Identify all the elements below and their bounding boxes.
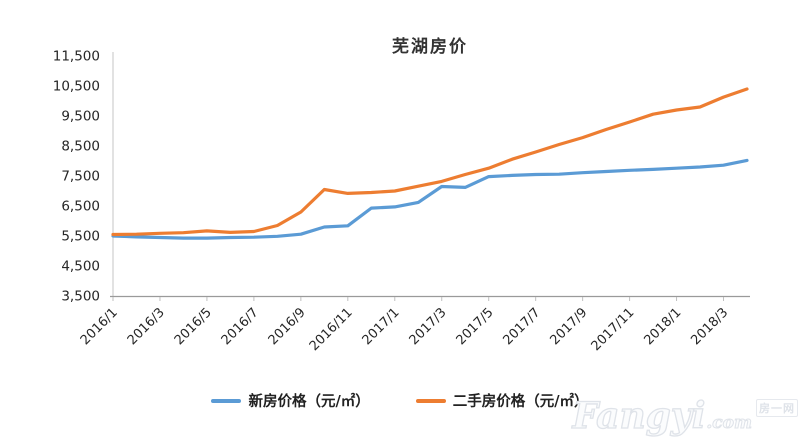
y-axis-tick-label: 4,500 <box>61 259 100 275</box>
legend-label-second-hand: 二手房价格（元/㎡） <box>452 393 589 410</box>
line-chart-plot-area: 3,500 4,500 5,500 6,500 7,500 8,500 9,500 10,50… <box>53 49 750 354</box>
y-axis-tick-label: 9,500 <box>61 109 100 125</box>
line-series-new-house-price <box>111 158 749 240</box>
chart-title: 芜湖房价 <box>392 37 468 57</box>
x-axis-tick-label: 2016/5 <box>172 305 215 348</box>
legend-item-second-hand: 二手房价格（元/㎡） <box>415 390 589 411</box>
x-axis-tick-label: 2017/3 <box>407 305 450 348</box>
y-axis-tick-label: 5,500 <box>61 229 100 245</box>
legend-item-new-house: 新房价格（元/㎡） <box>211 390 370 411</box>
y-axis-tick-label: 7,500 <box>61 169 100 185</box>
x-axis-tick-label: 2017/7 <box>501 305 544 348</box>
x-axis-tick-label: 2018/1 <box>641 305 684 348</box>
x-axis-tick-label: 2016/9 <box>266 305 309 348</box>
x-axis-tick-label: 2017/5 <box>454 305 497 348</box>
x-axis-tick-label: 2016/3 <box>125 305 168 348</box>
x-axis-tick-label: 2017/11 <box>589 305 638 354</box>
legend-swatch-new-house <box>211 398 242 403</box>
x-axis-tick-label: 2018/3 <box>688 305 731 348</box>
x-axis-tick-label: 2017/1 <box>360 305 403 348</box>
legend-label-new-house: 新房价格（元/㎡） <box>248 393 370 410</box>
y-axis-tick-label: 8,500 <box>61 139 100 155</box>
y-axis-tick-label: 10,500 <box>53 79 100 95</box>
y-axis-tick-label: 6,500 <box>61 199 100 215</box>
x-axis-tick-label: 2016/11 <box>307 305 356 354</box>
y-axis-tick-label: 3,500 <box>61 289 100 305</box>
chart-legend: 新房价格（元/㎡） 二手房价格（元/㎡） <box>0 390 800 411</box>
y-axis-tick-label: 11,500 <box>53 49 100 65</box>
x-axis-tick-label: 2016/7 <box>219 305 262 348</box>
x-axis-tick-label: 2016/1 <box>78 305 121 348</box>
watermark-tld-text: .com <box>706 413 753 434</box>
legend-swatch-second-hand <box>415 398 446 403</box>
line-series-second-hand-price <box>111 87 749 237</box>
x-axis-tick-label: 2017/9 <box>548 305 591 348</box>
